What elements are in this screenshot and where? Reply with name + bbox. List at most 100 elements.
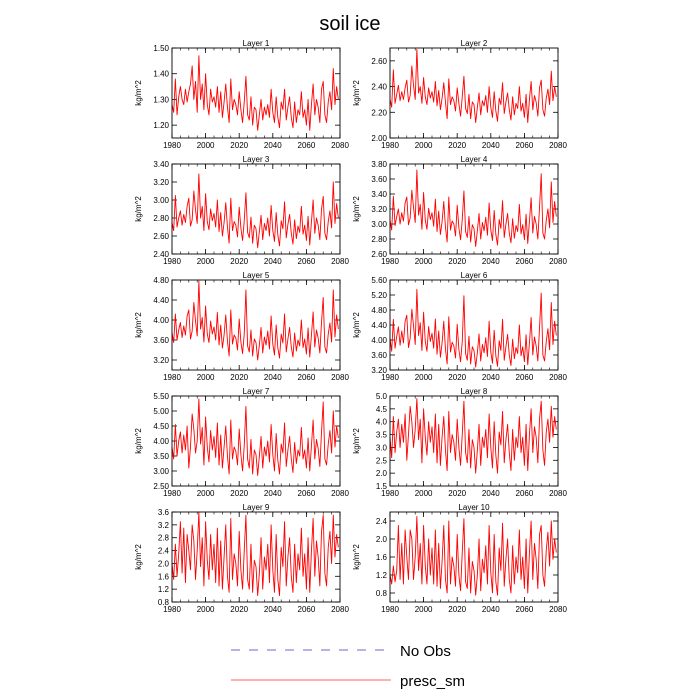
series-line <box>171 280 339 361</box>
y-axis-label: kg/m^2 <box>352 428 361 454</box>
x-tick-label: 1980 <box>163 373 181 382</box>
y-tick-label: 3.00 <box>153 467 169 476</box>
panel-title: Layer 2 <box>461 39 488 48</box>
x-tick-label: 2080 <box>549 605 567 614</box>
y-tick-label: 3.60 <box>371 175 387 184</box>
y-tick-label: 3.60 <box>371 351 387 360</box>
series-line <box>171 55 339 131</box>
y-tick-label: 2.5 <box>376 456 388 465</box>
x-tick-label: 2020 <box>448 605 466 614</box>
x-tick-label: 2060 <box>298 605 316 614</box>
chart-panel: Layer 4 kg/m^2 1980 2000 2020 2040 2060 2080 2.6… <box>352 155 567 266</box>
y-tick-label: 4.0 <box>376 418 388 427</box>
y-tick-label: 1.20 <box>153 121 169 130</box>
y-tick-label: 1.50 <box>153 44 169 53</box>
y-tick-label: 2.80 <box>153 214 169 223</box>
x-tick-label: 2020 <box>230 257 248 266</box>
panel-title: Layer 3 <box>243 155 270 164</box>
x-tick-label: 2020 <box>230 605 248 614</box>
x-tick-label: 2080 <box>549 257 567 266</box>
x-tick-label: 1980 <box>381 257 399 266</box>
figure-title: soil ice <box>319 13 380 35</box>
series-line <box>389 48 557 124</box>
x-tick-label: 2080 <box>331 257 349 266</box>
x-tick-label: 2000 <box>415 605 433 614</box>
x-tick-label: 2040 <box>482 257 500 266</box>
y-tick-label: 3.20 <box>153 178 169 187</box>
y-axis-label: kg/m^2 <box>352 80 361 106</box>
x-tick-label: 2000 <box>197 605 215 614</box>
legend: No Obs presc_sm <box>231 643 465 690</box>
legend-no-obs-label: No Obs <box>400 643 451 660</box>
plot-frame <box>171 395 341 487</box>
x-tick-label: 2000 <box>197 373 215 382</box>
y-tick-label: 5.60 <box>371 276 387 285</box>
x-tick-label: 1980 <box>163 141 181 150</box>
y-tick-label: 2.00 <box>371 134 387 143</box>
plot-frame <box>389 47 559 139</box>
series-line <box>389 398 557 474</box>
y-tick-label: 2.8 <box>158 534 170 543</box>
chart-panel: Layer 3 kg/m^2 1980 2000 2020 2040 2060 2080 2.4… <box>134 155 349 266</box>
y-tick-label: 1.6 <box>158 572 170 581</box>
series-line <box>171 173 339 249</box>
x-tick-label: 2000 <box>415 373 433 382</box>
x-tick-label: 1980 <box>381 489 399 498</box>
plot-frame <box>171 279 341 371</box>
y-tick-label: 5.00 <box>153 407 169 416</box>
y-tick-label: 2.4 <box>376 517 388 526</box>
y-tick-label: 2.0 <box>376 535 388 544</box>
plot-frame <box>389 279 559 371</box>
x-tick-label: 2040 <box>482 141 500 150</box>
y-tick-label: 1.2 <box>376 571 388 580</box>
y-tick-label: 3.40 <box>153 160 169 169</box>
y-tick-label: 4.50 <box>153 422 169 431</box>
y-tick-label: 4.5 <box>376 405 388 414</box>
x-tick-label: 2040 <box>264 141 282 150</box>
x-tick-label: 1980 <box>163 605 181 614</box>
x-tick-label: 2080 <box>549 141 567 150</box>
plot-frame <box>389 163 559 255</box>
x-tick-label: 2020 <box>448 141 466 150</box>
chart-panel: Layer 6 kg/m^2 1980 2000 2020 2040 2060 2080 3.2… <box>352 271 567 382</box>
y-tick-label: 4.80 <box>371 306 387 315</box>
x-tick-label: 2060 <box>516 605 534 614</box>
panel-title: Layer 1 <box>243 39 270 48</box>
x-tick-label: 2080 <box>331 605 349 614</box>
y-tick-label: 3.2 <box>158 521 170 530</box>
y-tick-label: 4.40 <box>371 321 387 330</box>
y-tick-label: 2.50 <box>153 482 169 491</box>
y-tick-label: 2.60 <box>371 250 387 259</box>
chart-panel: Layer 7 kg/m^2 1980 2000 2020 2040 2060 2080 2.5… <box>134 387 349 498</box>
x-tick-label: 2020 <box>230 141 248 150</box>
x-tick-label: 2040 <box>482 373 500 382</box>
series-line <box>389 516 557 596</box>
plot-frame <box>389 395 559 487</box>
y-tick-label: 2.60 <box>153 232 169 241</box>
x-tick-label: 1980 <box>163 489 181 498</box>
x-tick-label: 2080 <box>331 141 349 150</box>
y-axis-label: kg/m^2 <box>134 196 143 222</box>
y-tick-label: 3.5 <box>376 431 388 440</box>
panels-grid: Layer 1 kg/m^2 1980 2000 2020 2040 2060 2080 1.2… <box>134 39 567 614</box>
x-tick-label: 2040 <box>264 257 282 266</box>
x-tick-label: 2040 <box>264 373 282 382</box>
y-tick-label: 4.00 <box>153 316 169 325</box>
y-tick-label: 5.50 <box>153 392 169 401</box>
y-tick-label: 1.5 <box>376 482 388 491</box>
y-tick-label: 3.80 <box>371 160 387 169</box>
x-tick-label: 1980 <box>381 605 399 614</box>
series-line <box>171 398 339 476</box>
y-tick-label: 2.80 <box>371 235 387 244</box>
x-tick-label: 1980 <box>381 141 399 150</box>
panel-title: Layer 5 <box>243 271 270 280</box>
y-axis-label: kg/m^2 <box>352 196 361 222</box>
y-tick-label: 2.0 <box>376 469 388 478</box>
panel-title: Layer 8 <box>461 387 488 396</box>
y-axis-label: kg/m^2 <box>352 312 361 338</box>
x-tick-label: 2020 <box>230 489 248 498</box>
y-tick-label: 2.4 <box>158 547 170 556</box>
y-tick-label: 2.60 <box>371 57 387 66</box>
y-tick-label: 2.40 <box>153 250 169 259</box>
